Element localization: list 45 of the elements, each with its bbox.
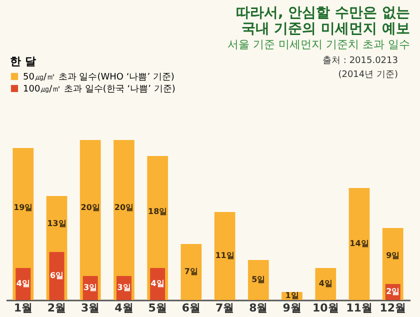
legend-label: 100㎍/㎥ 초과 일수(한국 ‘나쁨’ 기준) — [23, 84, 176, 94]
data-label: 6일 — [50, 271, 64, 280]
legend-label: 50㎍/㎥ 초과 일수(WHO ‘나쁨’ 기준) — [23, 72, 174, 82]
bar — [180, 244, 202, 300]
data-label: 13일 — [47, 219, 66, 228]
x-tick-label: 2월 — [47, 302, 66, 314]
chart-subtitle: 서울 기준 미세먼지 기준치 초과 일수 — [228, 38, 410, 51]
x-tick-label: 8월 — [249, 302, 268, 314]
bar — [348, 188, 370, 300]
text: (2014년 기준) — [338, 70, 398, 80]
data-label: 7일 — [184, 267, 198, 276]
bar — [248, 260, 269, 300]
bar — [214, 212, 236, 300]
x-tick-label: 12월 — [380, 302, 406, 314]
data-label: 2일 — [386, 287, 400, 296]
bar — [114, 140, 134, 300]
chart-title: 따라서, 안심할 수만은 없는 국내 기준의 미세먼지 예보 — [236, 5, 410, 37]
x-tick-label: 7월 — [215, 302, 234, 314]
source-note: 출처 : 2015.0213 — [322, 56, 398, 66]
bar — [315, 268, 336, 300]
data-label: 3일 — [84, 283, 98, 292]
bar — [80, 140, 101, 300]
x-tick-label: 1월 — [14, 302, 32, 314]
data-label: 4일 — [318, 279, 332, 288]
x-tick-label: 10월 — [312, 302, 339, 314]
x-tick-label: 6월 — [182, 302, 201, 314]
data-label: 19일 — [14, 203, 33, 212]
data-label: 11일 — [215, 251, 234, 260]
data-label: 4일 — [16, 279, 30, 288]
data-label: 4일 — [150, 279, 164, 288]
data-label: 20일 — [114, 203, 134, 212]
legend-title: 한 달 — [10, 55, 36, 68]
bar — [49, 252, 64, 300]
x-tick-label: 5월 — [148, 302, 167, 314]
x-tick-label: 3월 — [81, 302, 100, 314]
data-label: 3일 — [117, 283, 131, 292]
data-label: 18일 — [148, 207, 168, 216]
x-tick-label: 11월 — [346, 302, 372, 314]
data-label: 14일 — [350, 239, 369, 248]
data-label: 9일 — [386, 251, 400, 260]
data-label: 5일 — [252, 275, 266, 284]
data-label: 20일 — [80, 203, 100, 212]
x-tick-label: 4월 — [114, 302, 134, 314]
data-label: 1일 — [285, 291, 299, 300]
x-tick-label: 9월 — [282, 302, 302, 314]
